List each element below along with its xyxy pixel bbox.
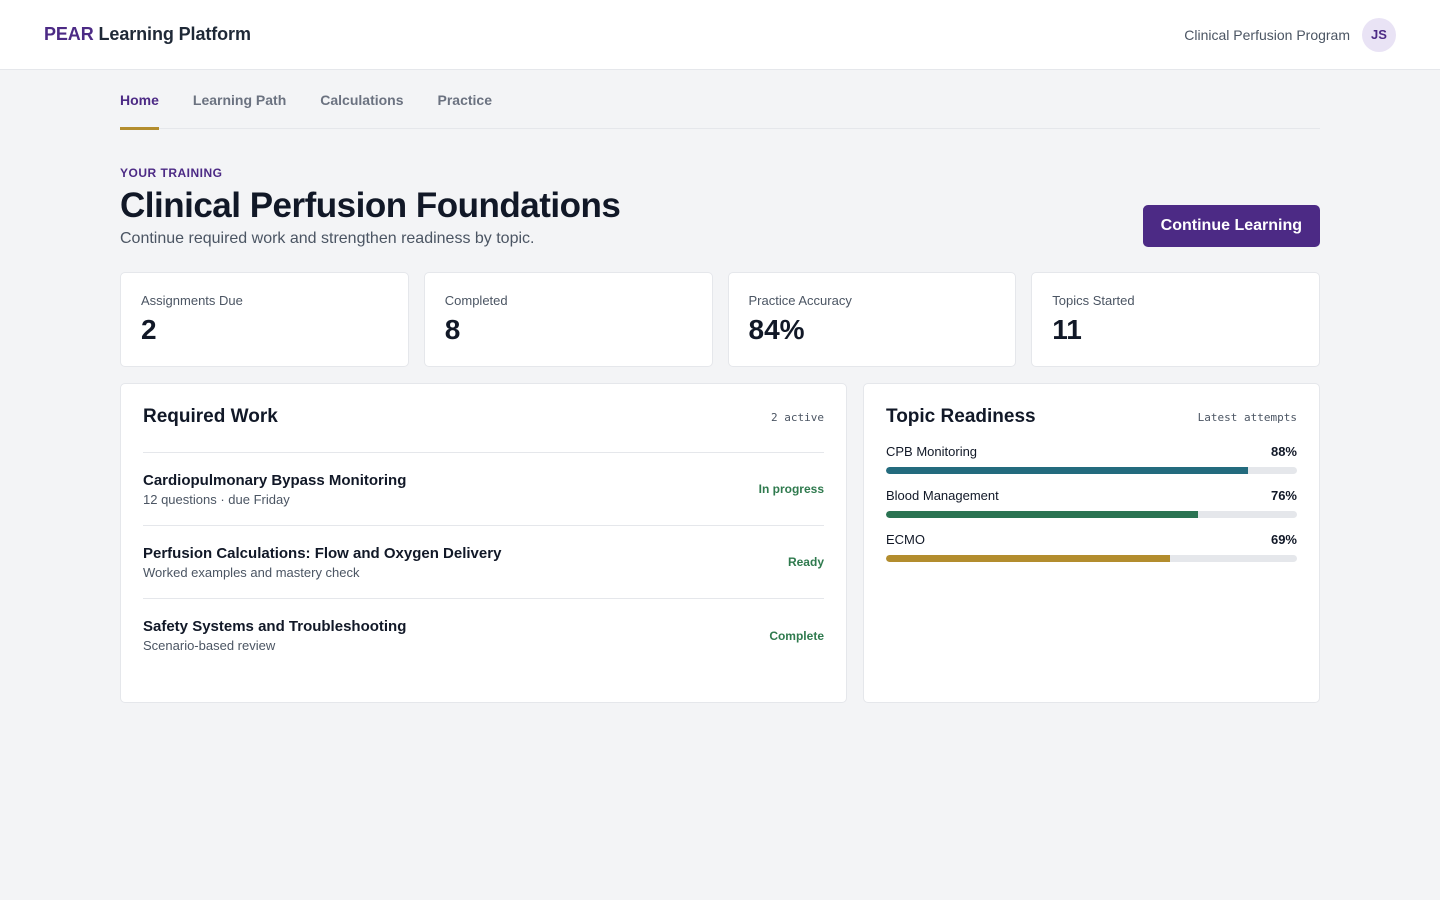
progress-bar	[886, 511, 1297, 519]
continue-learning-button[interactable]: Continue Learning	[1142, 205, 1320, 248]
list-item[interactable]: Perfusion Calculations: Flow and Oxygen …	[143, 526, 824, 600]
topic-name: CPB Monitoring	[886, 444, 978, 460]
stat-value: 11	[1052, 314, 1082, 346]
panel-header: Required Work 2 active	[143, 404, 824, 430]
hero-text: YOUR TRAINING Clinical Perfusion Foundat…	[120, 166, 621, 248]
topic-item: ECMO 69%	[886, 532, 1297, 563]
work-item-title: Perfusion Calculations: Flow and Oxygen …	[143, 544, 502, 562]
page-subtitle: Continue required work and strengthen re…	[120, 230, 535, 248]
tab-home[interactable]: Home	[120, 70, 159, 130]
status-badge: In progress	[758, 482, 824, 497]
stat-label: Practice Accuracy	[748, 293, 852, 309]
stat-card-topics-started: Topics Started 11	[1031, 272, 1320, 368]
active-count: 2 active	[771, 410, 824, 424]
program-name: Clinical Perfusion Program	[1184, 26, 1350, 43]
progress-bar	[886, 555, 1297, 563]
panel-title: Required Work	[143, 406, 278, 428]
panels-row: Required Work 2 active Cardiopulmonary B…	[120, 383, 1320, 704]
stat-label: Completed	[444, 293, 508, 309]
topic-percent: 69%	[1270, 532, 1297, 548]
stat-card-assignments-due: Assignments Due 2	[120, 272, 409, 368]
brand-accent: PEAR	[44, 24, 94, 44]
tab-calculations[interactable]: Calculations	[320, 92, 404, 108]
topic-name: ECMO	[886, 532, 925, 548]
main-tabs: Home Learning Path Calculations Practice	[120, 70, 1320, 130]
stats-row: Assignments Due 2 Completed 8 Practice A…	[120, 272, 1320, 368]
required-work-panel: Required Work 2 active Cardiopulmonary B…	[120, 383, 847, 704]
topic-item: Blood Management 76%	[886, 488, 1297, 519]
progress-fill	[886, 555, 1170, 563]
work-item-title: Cardiopulmonary Bypass Monitoring	[143, 471, 407, 489]
work-item-subtitle: 12 questions · due Friday	[143, 491, 290, 507]
work-item-subtitle: Scenario-based review	[143, 638, 276, 654]
topic-readiness-panel: Topic Readiness Latest attempts CPB Moni…	[863, 383, 1320, 704]
progress-fill	[886, 511, 1199, 519]
stat-value: 8	[444, 314, 461, 346]
top-right-group: Clinical Perfusion Program JS	[1184, 17, 1396, 52]
list-item[interactable]: Cardiopulmonary Bypass Monitoring 12 que…	[143, 453, 824, 527]
status-badge: Ready	[787, 555, 824, 570]
topic-name: Blood Management	[886, 488, 999, 504]
stat-value: 84%	[748, 314, 805, 346]
topic-item: CPB Monitoring 88%	[886, 444, 1297, 475]
work-item-text: Safety Systems and Troubleshooting Scena…	[143, 618, 406, 653]
work-item-title: Safety Systems and Troubleshooting	[143, 618, 407, 636]
stat-value: 2	[141, 314, 157, 346]
eyebrow-label: YOUR TRAINING	[120, 166, 223, 180]
stat-card-practice-accuracy: Practice Accuracy 84%	[727, 272, 1017, 368]
tab-learning-path[interactable]: Learning Path	[192, 92, 287, 108]
tab-practice[interactable]: Practice	[437, 92, 492, 108]
avatar[interactable]: JS	[1362, 17, 1396, 52]
stat-label: Topics Started	[1052, 293, 1135, 309]
stat-card-completed: Completed 8	[423, 272, 713, 368]
brand-name: Learning Platform	[98, 24, 251, 44]
progress-fill	[886, 467, 1248, 475]
work-item-subtitle: Worked examples and mastery check	[143, 564, 360, 580]
topic-row: CPB Monitoring 88%	[886, 444, 1297, 459]
required-work-list: Cardiopulmonary Bypass Monitoring 12 que…	[143, 452, 824, 672]
list-item[interactable]: Safety Systems and Troubleshooting Scena…	[143, 599, 824, 672]
topic-row: Blood Management 76%	[886, 488, 1297, 503]
topic-percent: 88%	[1270, 444, 1297, 460]
top-bar: PEAR Learning Platform Clinical Perfusio…	[0, 0, 1440, 70]
latest-attempts-label: Latest attempts	[1197, 410, 1297, 424]
topic-row: ECMO 69%	[886, 532, 1297, 547]
brand-logo[interactable]: PEAR Learning Platform	[44, 24, 251, 45]
stat-label: Assignments Due	[141, 293, 243, 309]
hero-section: YOUR TRAINING Clinical Perfusion Foundat…	[120, 166, 1320, 248]
main-content: Home Learning Path Calculations Practice…	[120, 70, 1320, 704]
work-item-text: Cardiopulmonary Bypass Monitoring 12 que…	[143, 472, 406, 507]
status-badge: Complete	[769, 628, 824, 643]
page-title: Clinical Perfusion Foundations	[120, 186, 621, 225]
progress-bar	[886, 467, 1297, 475]
panel-title: Topic Readiness	[886, 406, 1036, 428]
work-item-text: Perfusion Calculations: Flow and Oxygen …	[143, 545, 501, 580]
panel-header: Topic Readiness Latest attempts	[886, 404, 1297, 430]
topic-percent: 76%	[1270, 488, 1297, 504]
